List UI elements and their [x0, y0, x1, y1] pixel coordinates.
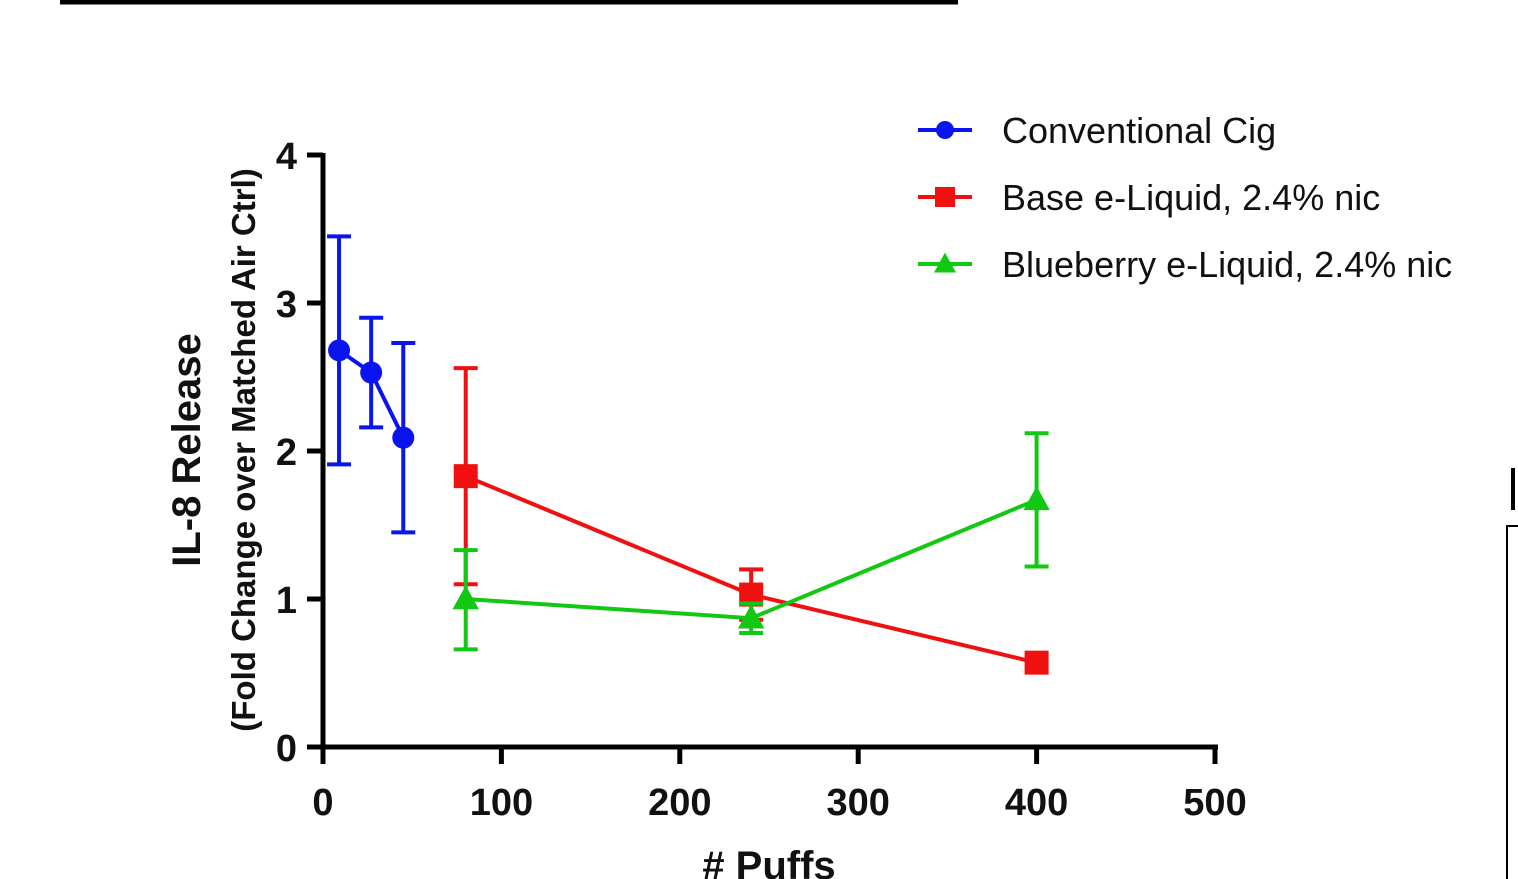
- legend-item: Conventional Cig: [918, 110, 1276, 151]
- x-tick-label: 0: [312, 782, 333, 824]
- y-tick-label: 1: [276, 580, 297, 622]
- data-point: [453, 464, 478, 489]
- series-1: [327, 234, 416, 535]
- legend-label: Blueberry e-Liquid, 2.4% nic: [1002, 244, 1452, 285]
- legend-label: Conventional Cig: [1002, 110, 1276, 151]
- x-tick-label: 400: [1005, 782, 1068, 824]
- legend-marker: [934, 252, 956, 273]
- x-tick-label: 100: [470, 782, 533, 824]
- data-point: [452, 585, 479, 610]
- legend-marker: [935, 187, 955, 207]
- x-tick-label: 200: [648, 782, 711, 824]
- data-point: [737, 604, 765, 629]
- series-3: [452, 431, 1050, 652]
- adjacent-panel-frame: [1506, 525, 1518, 879]
- legend-label: Base e-Liquid, 2.4% nic: [1002, 177, 1380, 218]
- data-point: [1024, 650, 1049, 675]
- axes: [320, 153, 1218, 750]
- y-tick-label: 3: [276, 284, 297, 326]
- x-ticks: 0 100 200 300 400 500: [312, 747, 1247, 824]
- y-axis-title: IL-8 Release: [165, 333, 209, 566]
- x-tick-label: 300: [826, 782, 889, 824]
- legend-item: Blueberry e-Liquid, 2.4% nic: [918, 244, 1452, 285]
- y-axis-subtitle: (Fold Change over Matched Air Ctrl): [225, 168, 262, 731]
- y-tick-label: 2: [276, 432, 297, 474]
- legend-item: Base e-Liquid, 2.4% nic: [918, 177, 1380, 218]
- data-point: [328, 339, 351, 362]
- data-point: [360, 361, 383, 384]
- y-tick-label: 4: [276, 136, 297, 178]
- legend: Conventional Cig Base e-Liquid, 2.4% nic B…: [918, 110, 1452, 285]
- series-layer: [327, 234, 1050, 675]
- x-axis-title: # Puffs: [702, 844, 835, 879]
- x-tick-label: 500: [1183, 782, 1246, 824]
- y-ticks: 0 1 2 3 4: [276, 136, 323, 770]
- data-point: [392, 426, 415, 449]
- data-point: [1023, 486, 1050, 511]
- y-tick-label: 0: [276, 728, 297, 770]
- legend-marker: [936, 121, 954, 139]
